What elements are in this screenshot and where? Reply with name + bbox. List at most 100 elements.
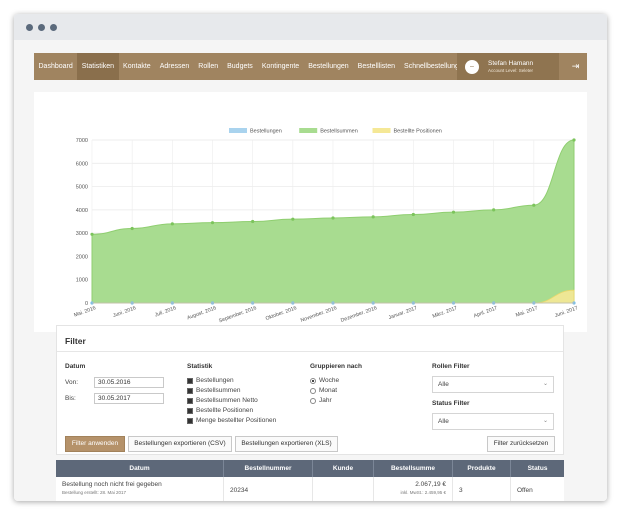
app-window: Dashboard Statistiken Kontakte Adressen … xyxy=(14,14,607,501)
radio-woche[interactable]: Woche xyxy=(310,377,339,384)
nav-item-rollen[interactable]: Rollen xyxy=(198,63,219,70)
checkbox-menge-positionen[interactable]: Menge bestellter Positionen xyxy=(187,417,276,424)
statistik-heading: Statistik xyxy=(187,363,213,370)
cell-datum: Bestellung noch nicht frei gegeben Beste… xyxy=(56,477,224,501)
x-tick-label: März. 2017 xyxy=(432,305,459,320)
user-role: Account Level: Seleter xyxy=(488,68,534,73)
data-point-bestellsummen xyxy=(130,226,134,231)
status-filter-heading: Status Filter xyxy=(432,400,470,407)
x-tick-label: Oktober. 2016 xyxy=(265,305,298,322)
x-tick-label: November. 2016 xyxy=(300,305,338,324)
export-csv-button[interactable]: Bestellungen exportieren (CSV) xyxy=(128,436,232,452)
user-name: Stefan Hamann xyxy=(488,60,534,67)
nav-item-statistiken[interactable]: Statistiken xyxy=(77,53,119,80)
user-menu[interactable]: – Stefan Hamann Account Level: Seleter xyxy=(457,53,559,80)
apply-filter-button[interactable]: Filter anwenden xyxy=(65,436,125,452)
nav-item-schnellbestellung[interactable]: Schnellbestellung xyxy=(404,63,459,70)
nav-item-dashboard[interactable]: Dashboard xyxy=(38,63,73,70)
window-dot-icon[interactable] xyxy=(26,23,33,31)
data-point-bestellsummen xyxy=(210,221,215,225)
window-titlebar xyxy=(14,14,607,40)
radio-jahr[interactable]: Jahr xyxy=(310,397,332,404)
data-point-bestellsummen xyxy=(451,210,456,214)
nav-item-kontingente[interactable]: Kontingente xyxy=(261,63,300,70)
radio-icon xyxy=(310,387,316,394)
x-tick-label: September. 2016 xyxy=(218,305,257,324)
chart-svg: 0 1000 2000 3000 4000 5000 6000 7000 Mai. 2016 Ju… xyxy=(73,128,579,324)
checkbox-bestellsummen-netto[interactable]: Bestellsummen Netto xyxy=(187,397,258,404)
data-point-bestellsummen xyxy=(170,222,174,226)
nav-item-kontakte[interactable]: Kontakte xyxy=(123,63,151,70)
column-header-bestellnummer[interactable]: Bestellnummer xyxy=(224,460,313,477)
data-point-bestellsummen xyxy=(251,219,255,224)
table-row[interactable]: Bestellung noch nicht frei gegeben Beste… xyxy=(56,477,564,501)
gruppieren-heading: Gruppieren nach xyxy=(310,363,363,370)
column-header-status[interactable]: Status xyxy=(527,465,548,472)
main-navigation: Dashboard Statistiken Kontakte Adressen … xyxy=(34,53,587,80)
checkbox-checked-icon xyxy=(187,387,193,394)
datum-heading: Datum xyxy=(65,363,86,370)
chevron-down-icon: ⌄ xyxy=(542,381,548,387)
radio-monat[interactable]: Monat xyxy=(310,387,337,394)
cell-status: Offen xyxy=(517,487,533,494)
nav-item-adressen[interactable]: Adressen xyxy=(159,63,190,70)
checkbox-bestellsummen[interactable]: Bestellsummen xyxy=(187,387,240,394)
status-filter-select[interactable]: Alle ⌄ xyxy=(432,413,554,430)
divider xyxy=(57,351,563,352)
checkbox-checked-icon xyxy=(187,417,193,424)
filter-panel: Filter Datum Von: 30.05.2016 Bis: 30.05.… xyxy=(56,325,564,455)
nav-item-bestelllisten[interactable]: Bestelllisten xyxy=(357,63,396,70)
cell-kunde xyxy=(313,477,374,501)
y-tick-label: 0 xyxy=(85,301,88,307)
x-tick-label: Juni. 2016 xyxy=(112,305,137,319)
orders-table: Datum Bestellnummer Kunde Bestellsumme P… xyxy=(56,460,564,501)
cell-bestellnummer: 20234 xyxy=(224,477,313,501)
checkbox-checked-icon xyxy=(187,397,193,404)
window-dot-icon[interactable] xyxy=(38,23,45,31)
checkbox-checked-icon xyxy=(187,377,193,384)
nav-item-budgets[interactable]: Budgets xyxy=(227,63,253,70)
data-point-bestellsummen xyxy=(492,208,496,212)
x-tick-label: Juli. 2016 xyxy=(154,305,177,318)
export-xls-button[interactable]: Bestellungen exportieren (XLS) xyxy=(235,436,338,452)
page-content: Dashboard Statistiken Kontakte Adressen … xyxy=(14,40,607,501)
filter-title: Filter xyxy=(65,336,86,346)
x-tick-label: Januar. 2017 xyxy=(388,305,418,321)
y-tick-label: 4000 xyxy=(76,208,88,214)
von-date-input[interactable]: 30.05.2016 xyxy=(94,377,164,388)
legend-swatch xyxy=(229,128,247,133)
legend-label: Bestellsummen xyxy=(320,129,358,135)
checkbox-bestellungen[interactable]: Bestellungen xyxy=(187,377,234,384)
checkbox-checked-icon xyxy=(187,407,193,414)
table-header: Datum Bestellnummer Kunde Bestellsumme P… xyxy=(56,460,564,477)
window-dot-icon[interactable] xyxy=(50,23,57,31)
data-point-bestellsummen xyxy=(331,216,335,220)
cell-bestellsumme: 2.067,19 € inkl. MwSt.: 2.459,95 € xyxy=(374,477,453,501)
reset-filter-button[interactable]: Filter zurücksetzen xyxy=(487,436,555,452)
data-point-bestellsummen xyxy=(291,217,295,221)
column-header-produkte[interactable]: Produkte xyxy=(453,460,511,477)
y-tick-label: 2000 xyxy=(76,254,88,260)
column-header-kunde[interactable]: Kunde xyxy=(313,460,374,477)
user-avatar-icon: – xyxy=(465,59,479,74)
x-tick-label: August. 2016 xyxy=(186,305,217,321)
von-label: Von: xyxy=(65,379,79,386)
legend-label: Bestellte Positionen xyxy=(394,129,442,135)
statistics-chart: 0 1000 2000 3000 4000 5000 6000 7000 Mai. 2016 Ju… xyxy=(34,92,587,332)
data-point-bestellsummen xyxy=(371,215,375,219)
radio-icon xyxy=(310,397,316,404)
radio-selected-icon xyxy=(310,377,316,384)
rollen-filter-select[interactable]: Alle ⌄ xyxy=(432,376,554,393)
checkbox-bestellte-positionen[interactable]: Bestellte Positionen xyxy=(187,407,253,414)
x-tick-label: Mai. 2016 xyxy=(73,305,97,318)
data-point-bestellsummen xyxy=(90,232,94,236)
legend-swatch xyxy=(299,128,318,133)
logout-icon[interactable]: ⇥ xyxy=(571,61,580,71)
nav-item-bestellungen[interactable]: Bestellungen xyxy=(308,63,349,70)
column-header-bestellsumme[interactable]: Bestellsumme xyxy=(374,460,453,477)
y-tick-label: 7000 xyxy=(76,138,88,144)
column-header-datum[interactable]: Datum xyxy=(56,460,224,477)
x-tick-label: Dezember. 2016 xyxy=(340,305,378,324)
bis-label: Bis: xyxy=(65,395,76,402)
bis-date-input[interactable]: 30.05.2017 xyxy=(94,393,164,404)
